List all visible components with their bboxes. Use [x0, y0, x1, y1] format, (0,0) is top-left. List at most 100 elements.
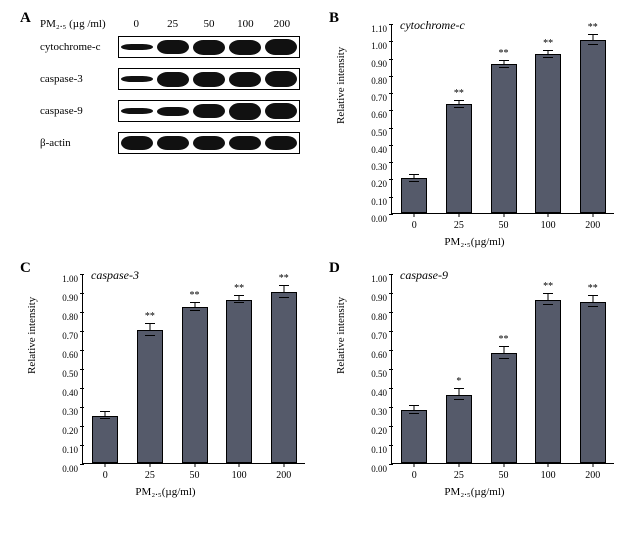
- error-bar: [105, 412, 106, 416]
- y-tick-mark: [389, 445, 393, 446]
- wb-row-label: caspase-3: [40, 73, 118, 85]
- wb-band: [228, 70, 262, 88]
- bar: [491, 353, 517, 463]
- wb-band: [228, 134, 262, 152]
- y-tick-mark: [389, 293, 393, 294]
- error-cap: [543, 50, 553, 51]
- y-tick-mark: [80, 312, 84, 313]
- y-tick-label: 1.00: [361, 41, 387, 51]
- x-tick-label: 25: [454, 220, 464, 231]
- error-cap: [409, 413, 419, 414]
- y-axis-label: Relative intensity: [335, 47, 347, 124]
- wb-band: [192, 70, 226, 88]
- x-tick-label: 50: [499, 220, 509, 231]
- y-axis-label: Relative intensity: [335, 297, 347, 374]
- error-cap: [279, 285, 289, 286]
- y-tick-mark: [80, 388, 84, 389]
- wb-band: [192, 38, 226, 56]
- error-cap: [454, 399, 464, 400]
- western-blot: PM₂.₅ (µg /ml) 02550100200 cytochrome-c c…: [40, 18, 300, 164]
- y-tick-label: 0.60: [361, 110, 387, 120]
- panel-a-label: A: [20, 10, 31, 27]
- error-cap: [234, 295, 244, 296]
- y-tick-mark: [80, 369, 84, 370]
- x-tick-label: 100: [232, 470, 247, 481]
- y-tick-mark: [389, 350, 393, 351]
- error-bar: [458, 389, 459, 395]
- y-tick-label: 0.00: [361, 214, 387, 224]
- error-cap: [499, 60, 509, 61]
- bar: [137, 330, 163, 463]
- wb-band: [120, 134, 154, 152]
- wb-band: [156, 134, 190, 152]
- significance-marker: **: [499, 334, 509, 345]
- panel-a: A PM₂.₅ (µg /ml) 02550100200 cytochrome-…: [18, 10, 313, 250]
- error-cap: [499, 67, 509, 68]
- bar-chart: caspase-30**25**50**100**200: [82, 274, 305, 464]
- error-cap: [499, 346, 509, 347]
- wb-band: [192, 134, 226, 152]
- y-tick-label: 0.30: [52, 407, 78, 417]
- wb-dose-value: 100: [227, 18, 263, 30]
- x-axis-label: PM₂.₅(µg/ml): [444, 236, 504, 248]
- y-tick-mark: [80, 407, 84, 408]
- y-tick-label: 0.10: [361, 445, 387, 455]
- error-cap: [588, 295, 598, 296]
- error-bar: [548, 294, 549, 300]
- wb-band: [264, 102, 298, 120]
- y-tick-label: 0.20: [361, 179, 387, 189]
- bar: [92, 416, 118, 464]
- y-tick-mark: [389, 179, 393, 180]
- wb-band: [156, 38, 190, 56]
- x-tick-mark: [592, 463, 593, 467]
- bar-chart: caspase-90*25**50**100**200: [391, 274, 614, 464]
- wb-dose-values: 02550100200: [118, 18, 300, 30]
- y-tick-mark: [389, 274, 393, 275]
- y-tick-label: 0.60: [52, 350, 78, 360]
- y-tick-label: 0.80: [361, 312, 387, 322]
- y-tick-label: 0.70: [52, 331, 78, 341]
- error-bar: [503, 347, 504, 353]
- wb-band: [156, 102, 190, 120]
- y-tick-mark: [80, 293, 84, 294]
- error-cap: [145, 335, 155, 336]
- significance-marker: **: [588, 283, 598, 294]
- bar: [271, 292, 297, 463]
- significance-marker: **: [190, 290, 200, 301]
- y-tick-label: 0.00: [52, 464, 78, 474]
- error-cap: [454, 100, 464, 101]
- error-cap: [190, 302, 200, 303]
- error-bar: [592, 296, 593, 302]
- x-tick-label: 200: [276, 470, 291, 481]
- y-tick-mark: [389, 464, 393, 465]
- y-tick-label: 0.90: [361, 293, 387, 303]
- x-tick-label: 50: [190, 470, 200, 481]
- wb-row: cytochrome-c: [40, 36, 300, 58]
- error-cap: [190, 310, 200, 311]
- bar: [446, 104, 472, 213]
- x-tick-mark: [592, 213, 593, 217]
- wb-band: [228, 102, 262, 120]
- y-tick-label: 0.90: [361, 59, 387, 69]
- error-cap: [100, 418, 110, 419]
- wb-dose-row: PM₂.₅ (µg /ml) 02550100200: [40, 18, 300, 30]
- y-tick-mark: [389, 41, 393, 42]
- panel-b-label: B: [329, 10, 339, 27]
- y-tick-label: 0.70: [361, 331, 387, 341]
- error-bar: [239, 296, 240, 300]
- y-tick-label: 0.40: [361, 388, 387, 398]
- wb-row: β-actin: [40, 132, 300, 154]
- y-tick-label: 0.40: [361, 145, 387, 155]
- panel-d: D caspase-90*25**50**100**200Relative in…: [327, 260, 622, 500]
- y-tick-mark: [389, 197, 393, 198]
- wb-lane-group: [118, 36, 300, 58]
- significance-marker: **: [454, 88, 464, 99]
- x-tick-mark: [503, 463, 504, 467]
- y-tick-mark: [389, 426, 393, 427]
- error-bar: [414, 406, 415, 410]
- wb-band: [120, 38, 154, 56]
- error-cap: [499, 358, 509, 359]
- wb-row: caspase-9: [40, 100, 300, 122]
- chart-title: cytochrome-c: [400, 18, 465, 33]
- bar-chart: cytochrome-c0**25**50**100**200: [391, 24, 614, 214]
